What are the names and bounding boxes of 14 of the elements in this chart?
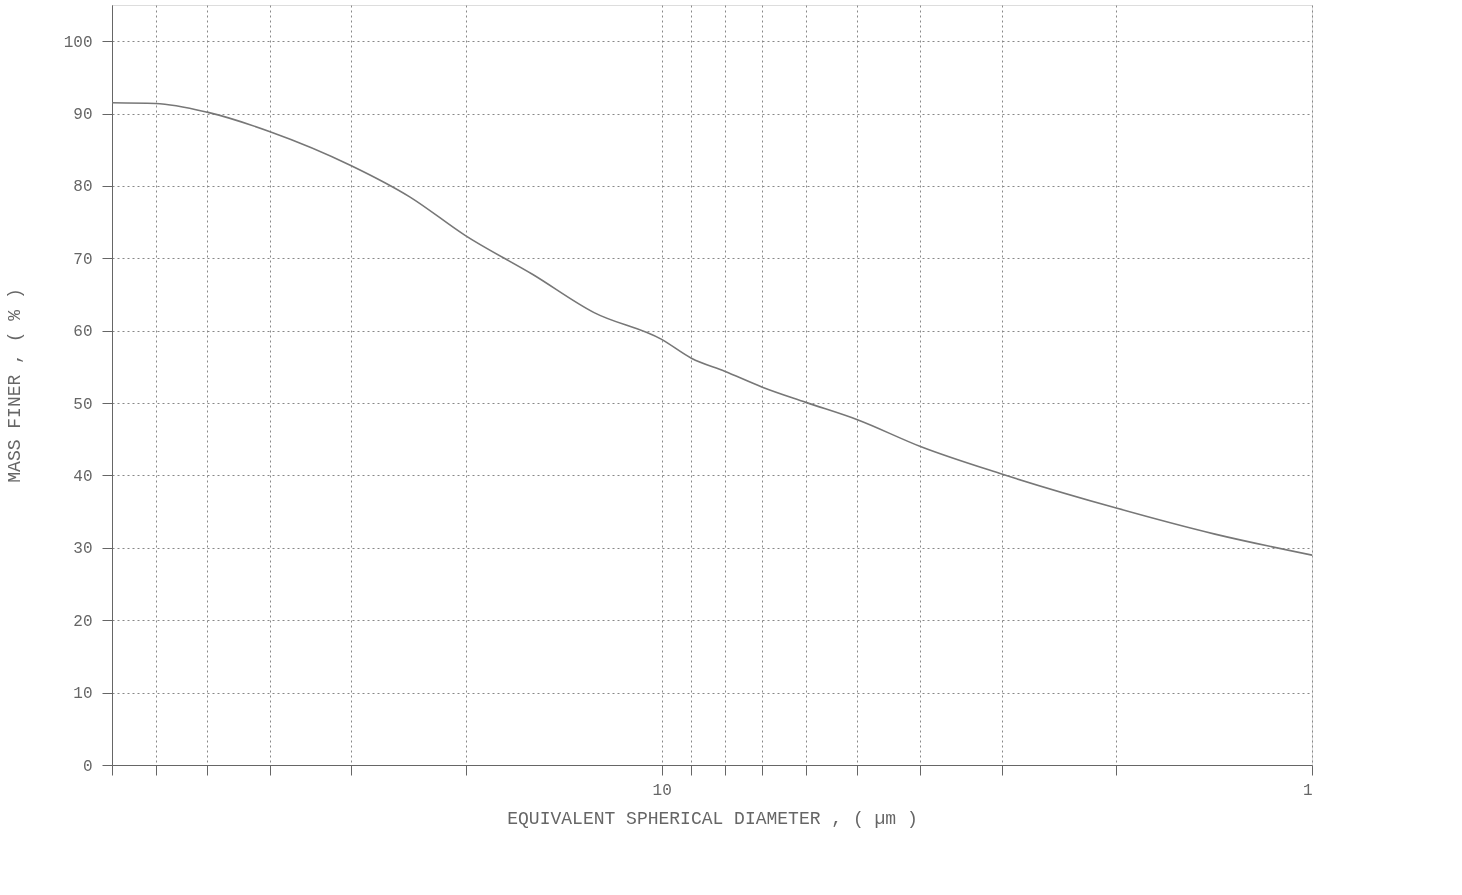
x-axis-title: EQUIVALENT SPHERICAL DIAMETER , ( µm ) (507, 808, 918, 829)
y-tick-label: 100 (63, 33, 93, 52)
y-tick-label: 50 (73, 395, 93, 414)
y-tick-label: 20 (73, 612, 93, 631)
y-tick-label: 60 (73, 323, 93, 342)
y-tick-label: 70 (73, 250, 93, 269)
y-tick-label: 10 (73, 685, 93, 704)
x-tick-label: 1 (1302, 781, 1313, 800)
y-tick-label: 90 (73, 106, 93, 125)
y-tick-label: 0 (82, 757, 93, 776)
y-axis-title: MASS FINER , ( % ) (4, 288, 25, 483)
y-tick-label: 40 (73, 467, 93, 486)
y-tick-label: 80 (73, 178, 93, 197)
y-tick-label: 30 (73, 540, 93, 559)
